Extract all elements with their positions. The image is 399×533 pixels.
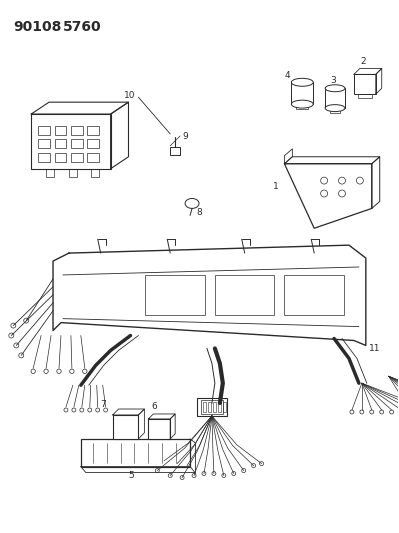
Bar — [203, 402, 206, 412]
Bar — [38, 153, 50, 161]
Bar — [71, 153, 83, 161]
Bar — [170, 147, 180, 155]
Bar — [71, 126, 83, 135]
Bar — [284, 275, 344, 314]
Text: 3: 3 — [330, 76, 336, 85]
Ellipse shape — [291, 78, 313, 86]
Text: 5760: 5760 — [63, 20, 102, 34]
Bar — [291, 82, 313, 104]
Bar — [55, 153, 66, 161]
Bar — [330, 108, 340, 113]
Text: 2: 2 — [360, 58, 365, 67]
Text: 11: 11 — [369, 344, 380, 353]
Text: 9: 9 — [182, 132, 188, 141]
Bar — [55, 139, 66, 148]
Text: 8: 8 — [196, 208, 202, 217]
Bar — [197, 398, 227, 416]
Bar — [69, 168, 77, 176]
Bar — [213, 402, 216, 412]
Bar — [325, 88, 345, 108]
Bar — [296, 104, 308, 109]
Bar — [145, 275, 205, 314]
Text: 6: 6 — [151, 402, 157, 411]
Bar — [91, 168, 99, 176]
Text: 4: 4 — [284, 71, 290, 80]
Bar — [31, 114, 111, 168]
Bar — [87, 139, 99, 148]
Bar — [215, 275, 275, 314]
Bar — [201, 400, 223, 414]
Text: 5: 5 — [128, 472, 134, 481]
Text: 7: 7 — [101, 400, 107, 409]
Text: 90108: 90108 — [13, 20, 62, 34]
Bar — [223, 402, 226, 412]
Bar — [218, 402, 221, 412]
Bar — [354, 74, 376, 94]
Bar — [358, 94, 372, 98]
Bar — [87, 153, 99, 161]
Bar — [55, 126, 66, 135]
Bar — [81, 439, 190, 466]
Text: 1: 1 — [273, 182, 278, 190]
Bar — [148, 419, 170, 439]
Bar — [38, 126, 50, 135]
Ellipse shape — [291, 100, 313, 108]
Ellipse shape — [325, 104, 345, 111]
Ellipse shape — [325, 85, 345, 92]
Bar — [87, 126, 99, 135]
Bar — [38, 139, 50, 148]
Bar — [113, 415, 138, 439]
Bar — [71, 139, 83, 148]
Bar — [208, 402, 211, 412]
Bar — [46, 168, 54, 176]
Text: 10: 10 — [124, 91, 135, 100]
